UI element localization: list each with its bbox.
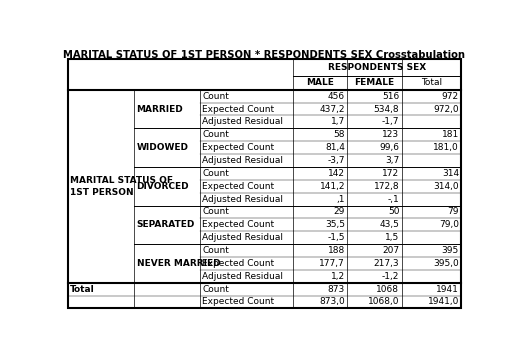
Text: MARRIED: MARRIED — [137, 105, 183, 113]
Text: 314: 314 — [442, 169, 459, 178]
Text: Total: Total — [70, 285, 94, 294]
Text: 314,0: 314,0 — [433, 182, 459, 191]
Text: -1,2: -1,2 — [382, 272, 399, 281]
Text: 1941,0: 1941,0 — [428, 298, 459, 307]
Text: 142: 142 — [328, 169, 345, 178]
Text: 1068,0: 1068,0 — [368, 298, 399, 307]
Text: Expected Count: Expected Count — [202, 182, 275, 191]
Text: 437,2: 437,2 — [319, 105, 345, 113]
Text: ,1: ,1 — [336, 195, 345, 204]
Text: 43,5: 43,5 — [379, 220, 399, 229]
Text: 177,7: 177,7 — [319, 259, 345, 268]
Text: 1,5: 1,5 — [385, 233, 399, 242]
Text: Adjusted Residual: Adjusted Residual — [202, 117, 283, 126]
Text: 99,6: 99,6 — [379, 143, 399, 152]
Text: -1,5: -1,5 — [328, 233, 345, 242]
Text: 972,0: 972,0 — [433, 105, 459, 113]
Text: 1068: 1068 — [376, 285, 399, 294]
Text: MALE: MALE — [307, 78, 334, 87]
Text: Adjusted Residual: Adjusted Residual — [202, 272, 283, 281]
Text: 1,7: 1,7 — [331, 117, 345, 126]
Text: 395: 395 — [442, 246, 459, 255]
Text: 217,3: 217,3 — [374, 259, 399, 268]
Text: Count: Count — [202, 208, 229, 216]
Text: 50: 50 — [388, 208, 399, 216]
Text: WIDOWED: WIDOWED — [137, 143, 188, 152]
Text: 188: 188 — [328, 246, 345, 255]
Text: 873,0: 873,0 — [319, 298, 345, 307]
Text: Count: Count — [202, 92, 229, 101]
Text: Expected Count: Expected Count — [202, 220, 275, 229]
Text: 172: 172 — [382, 169, 399, 178]
Text: Total: Total — [421, 78, 442, 87]
Text: 58: 58 — [333, 130, 345, 139]
Text: 207: 207 — [382, 246, 399, 255]
Text: Count: Count — [202, 130, 229, 139]
Text: Count: Count — [202, 169, 229, 178]
Text: 1941: 1941 — [436, 285, 459, 294]
Text: Expected Count: Expected Count — [202, 105, 275, 113]
Text: Adjusted Residual: Adjusted Residual — [202, 156, 283, 165]
Text: -3,7: -3,7 — [328, 156, 345, 165]
Text: Count: Count — [202, 246, 229, 255]
Text: -1,7: -1,7 — [382, 117, 399, 126]
Text: 172,8: 172,8 — [374, 182, 399, 191]
Text: MARITAL STATUS OF 1ST PERSON * RESPONDENTS SEX Crosstabulation: MARITAL STATUS OF 1ST PERSON * RESPONDEN… — [63, 50, 465, 60]
Text: NEVER MARRIED: NEVER MARRIED — [137, 259, 220, 268]
Text: 456: 456 — [328, 92, 345, 101]
Text: 123: 123 — [382, 130, 399, 139]
Text: 35,5: 35,5 — [325, 220, 345, 229]
Text: 81,4: 81,4 — [325, 143, 345, 152]
Text: 534,8: 534,8 — [374, 105, 399, 113]
Text: 873: 873 — [328, 285, 345, 294]
Text: 79,0: 79,0 — [439, 220, 459, 229]
Text: 29: 29 — [334, 208, 345, 216]
Text: Expected Count: Expected Count — [202, 143, 275, 152]
Text: Count: Count — [202, 285, 229, 294]
Text: 141,2: 141,2 — [319, 182, 345, 191]
Text: Expected Count: Expected Count — [202, 259, 275, 268]
Text: MARITAL STATUS OF
1ST PERSON: MARITAL STATUS OF 1ST PERSON — [70, 176, 173, 197]
Text: SEPARATED: SEPARATED — [137, 220, 195, 229]
Text: Expected Count: Expected Count — [202, 298, 275, 307]
Text: Adjusted Residual: Adjusted Residual — [202, 195, 283, 204]
Text: 79: 79 — [447, 208, 459, 216]
Text: 1,2: 1,2 — [331, 272, 345, 281]
Text: 181,0: 181,0 — [433, 143, 459, 152]
Text: DIVORCED: DIVORCED — [137, 182, 189, 191]
Text: 972: 972 — [442, 92, 459, 101]
Text: RESPONDENTS SEX: RESPONDENTS SEX — [328, 63, 426, 72]
Text: -,1: -,1 — [388, 195, 399, 204]
Text: FEMALE: FEMALE — [354, 78, 395, 87]
Text: 3,7: 3,7 — [385, 156, 399, 165]
Text: 395,0: 395,0 — [433, 259, 459, 268]
Text: Adjusted Residual: Adjusted Residual — [202, 233, 283, 242]
Text: 516: 516 — [382, 92, 399, 101]
Text: 181: 181 — [442, 130, 459, 139]
